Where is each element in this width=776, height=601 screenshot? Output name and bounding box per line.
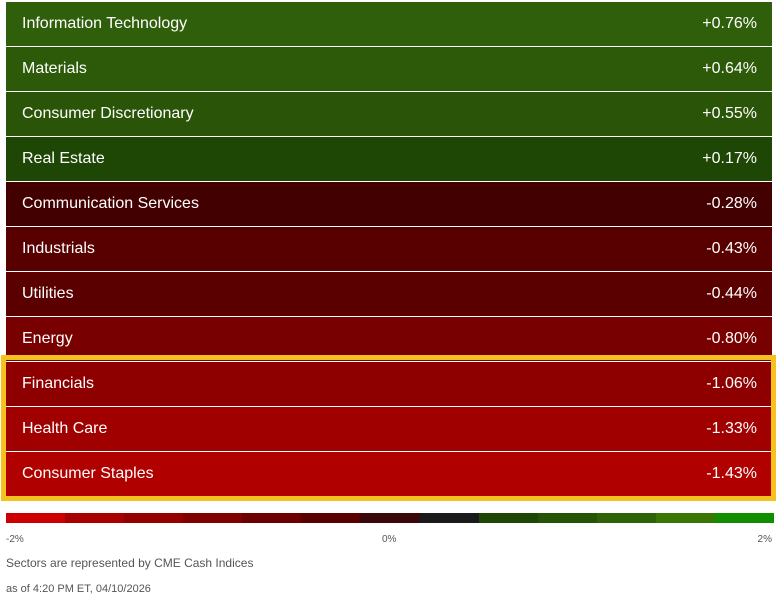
sector-name: Consumer Discretionary xyxy=(22,105,194,122)
scale-mid-label: 0% xyxy=(382,534,397,545)
scale-max-label: 2% xyxy=(757,534,772,545)
sector-row: Energy -0.80% xyxy=(6,317,772,362)
sector-row: Materials +0.64% xyxy=(6,47,772,92)
sector-row: Utilities -0.44% xyxy=(6,272,772,317)
sector-name: Energy xyxy=(22,330,73,347)
sector-row: Communication Services -0.28% xyxy=(6,182,772,227)
sector-row: Information Technology +0.76% xyxy=(6,2,772,47)
note: Sectors are represented by CME Cash Indi… xyxy=(6,556,254,570)
sector-change: -1.43% xyxy=(706,465,757,482)
scale-swatch xyxy=(6,513,66,523)
scale-swatch xyxy=(242,513,302,523)
sector-name: Industrials xyxy=(22,240,95,257)
scale-swatch xyxy=(183,513,243,523)
color-scale xyxy=(6,513,775,523)
sector-change: -1.06% xyxy=(706,375,757,392)
sector-name: Utilities xyxy=(22,285,74,302)
sector-change: -0.44% xyxy=(706,285,757,302)
sector-name: Communication Services xyxy=(22,195,199,212)
scale-swatch xyxy=(360,513,420,523)
sector-name: Consumer Staples xyxy=(22,465,154,482)
sector-row: Real Estate +0.17% xyxy=(6,137,772,182)
sector-change: -0.43% xyxy=(706,240,757,257)
scale-swatch xyxy=(419,513,479,523)
sector-row: Consumer Staples -1.43% xyxy=(6,452,772,497)
timestamp: as of 4:20 PM ET, 04/10/2026 xyxy=(6,583,151,595)
scale-swatch xyxy=(124,513,184,523)
sector-name: Materials xyxy=(22,60,87,77)
sector-name: Real Estate xyxy=(22,150,105,167)
scale-swatch xyxy=(714,513,775,523)
sector-row: Industrials -0.43% xyxy=(6,227,772,272)
sector-row: Consumer Discretionary +0.55% xyxy=(6,92,772,137)
sector-row: Financials -1.06% xyxy=(6,362,772,407)
sector-change: -1.33% xyxy=(706,420,757,437)
sector-change: -0.80% xyxy=(706,330,757,347)
sector-name: Health Care xyxy=(22,420,108,437)
sector-name: Information Technology xyxy=(22,15,188,32)
sector-change: +0.17% xyxy=(702,150,757,167)
scale-swatch xyxy=(655,513,715,523)
sector-change: -0.28% xyxy=(706,195,757,212)
scale-swatch xyxy=(301,513,361,523)
scale-min-label: -2% xyxy=(6,534,24,545)
scale-swatch xyxy=(478,513,538,523)
sector-row: Health Care -1.33% xyxy=(6,407,772,452)
scale-swatch xyxy=(537,513,597,523)
scale-swatch xyxy=(596,513,656,523)
sector-change: +0.76% xyxy=(702,15,757,32)
scale-swatch xyxy=(65,513,125,523)
sector-list: Information Technology +0.76% Materials +0.… xyxy=(6,2,772,497)
sector-change: +0.55% xyxy=(702,105,757,122)
sector-name: Financials xyxy=(22,375,95,392)
sector-change: +0.64% xyxy=(702,60,757,77)
